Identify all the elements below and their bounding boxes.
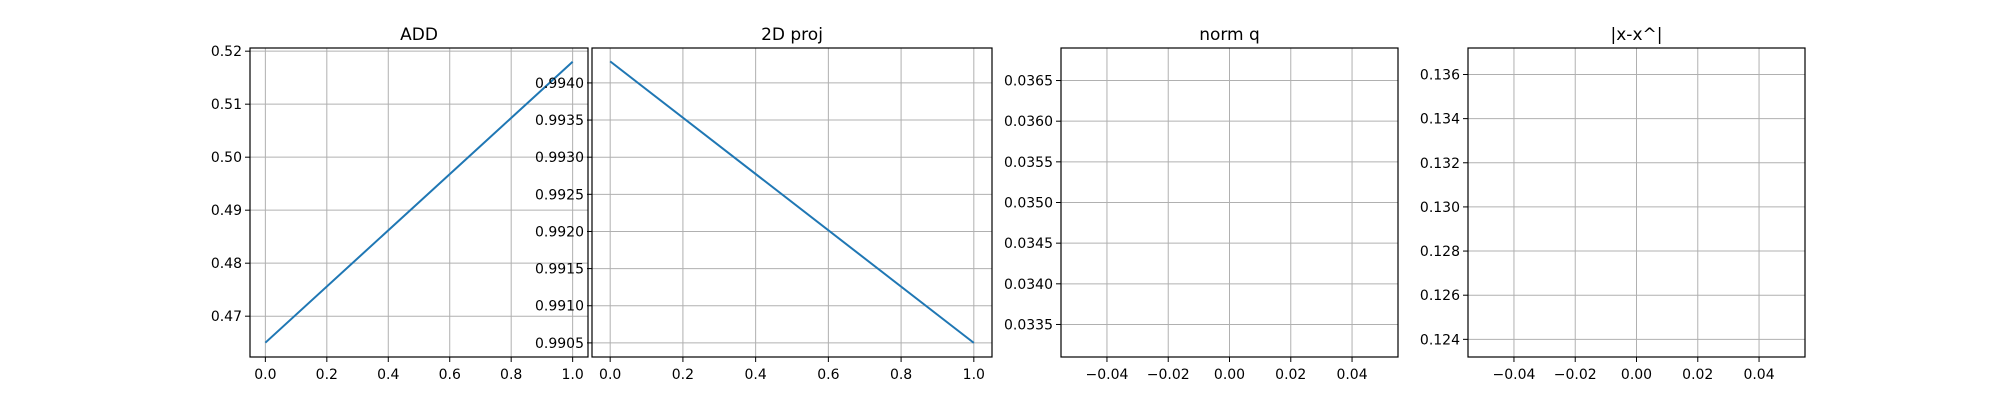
subplot-4: −0.04 −0.02 0.00 0.02 0.04 0.124 0.126 0.128 0.1… — [1420, 25, 1806, 383]
subplot-title: ADD — [400, 25, 438, 45]
y-tick-label: 0.0350 — [1004, 196, 1053, 212]
x-tick-label: 0.0 — [599, 367, 621, 383]
x-tick-label: 0.8 — [500, 367, 522, 383]
subplot-3: −0.04 −0.02 0.00 0.02 0.04 0.0335 0.0340 0.0345… — [1004, 25, 1399, 383]
y-tick-label: 0.49 — [211, 203, 242, 219]
subplot-title: |x-x^| — [1611, 25, 1663, 45]
y-tick-label: 0.130 — [1420, 200, 1460, 216]
x-tick-label: 1.0 — [963, 367, 985, 383]
y-tick-label: 0.48 — [211, 256, 242, 272]
x-tick-label: −0.04 — [1086, 367, 1129, 383]
y-tick-label: 0.128 — [1420, 244, 1460, 260]
x-tick-label: −0.04 — [1493, 367, 1536, 383]
y-tick-label: 0.52 — [211, 44, 242, 60]
y-tick-label: 0.0345 — [1004, 236, 1053, 252]
y-tick-label: 0.136 — [1420, 67, 1460, 83]
y-tick-label: 0.0355 — [1004, 155, 1053, 171]
plot-frame — [249, 47, 589, 358]
y-tick-label: 0.0335 — [1004, 317, 1053, 333]
x-tick-label: 1.0 — [562, 367, 584, 383]
series-line — [609, 60, 975, 344]
y-tick-label: 0.9915 — [535, 262, 584, 278]
subplot-2: 0.0 0.2 0.4 0.6 0.8 1.0 0.9905 0.9910 0.9915 0.99… — [535, 25, 993, 383]
y-tick-label: 0.47 — [211, 309, 242, 325]
y-tick-label: 0.9930 — [535, 150, 584, 166]
x-tick-label: −0.02 — [1554, 367, 1597, 383]
x-tick-label: −0.02 — [1147, 367, 1190, 383]
x-tick-label: 0.2 — [316, 367, 338, 383]
x-tick-label: 0.6 — [817, 367, 839, 383]
y-tick-label: 0.0365 — [1004, 74, 1053, 90]
series-line — [264, 61, 574, 344]
subplot-title: norm q — [1199, 25, 1260, 45]
y-tick-label: 0.9910 — [535, 299, 584, 315]
subplot-title: 2D proj — [761, 25, 823, 45]
y-tick-label: 0.0340 — [1004, 277, 1053, 293]
y-tick-label: 0.9905 — [535, 336, 584, 352]
x-tick-label: 0.02 — [1275, 367, 1306, 383]
x-tick-label: 0.8 — [890, 367, 912, 383]
y-tick-label: 0.134 — [1420, 112, 1460, 128]
y-tick-label: 0.50 — [211, 150, 242, 166]
x-tick-label: 0.00 — [1214, 367, 1245, 383]
x-tick-label: 0.02 — [1682, 367, 1713, 383]
x-tick-label: 0.4 — [745, 367, 767, 383]
y-tick-label: 0.132 — [1420, 156, 1460, 172]
x-tick-label: 0.04 — [1336, 367, 1367, 383]
y-tick-label: 0.51 — [211, 97, 242, 113]
y-tick-label: 0.126 — [1420, 288, 1460, 304]
x-tick-label: 0.2 — [672, 367, 694, 383]
x-tick-label: 0.00 — [1621, 367, 1652, 383]
y-tick-label: 0.124 — [1420, 332, 1460, 348]
subplot-1: 0.0 0.2 0.4 0.6 0.8 1.0 0.47 0.48 0.49 0.50 0.51 0.… — [211, 25, 589, 383]
x-tick-label: 0.04 — [1743, 367, 1774, 383]
y-tick-label: 0.9925 — [535, 187, 584, 203]
y-tick-label: 0.9935 — [535, 113, 584, 129]
x-tick-label: 0.0 — [254, 367, 276, 383]
y-tick-label: 0.9940 — [535, 76, 584, 92]
y-tick-label: 0.9920 — [535, 224, 584, 240]
x-tick-label: 0.4 — [377, 367, 399, 383]
y-tick-label: 0.0360 — [1004, 114, 1053, 130]
x-tick-label: 0.6 — [439, 367, 461, 383]
plot-frame — [591, 47, 993, 358]
